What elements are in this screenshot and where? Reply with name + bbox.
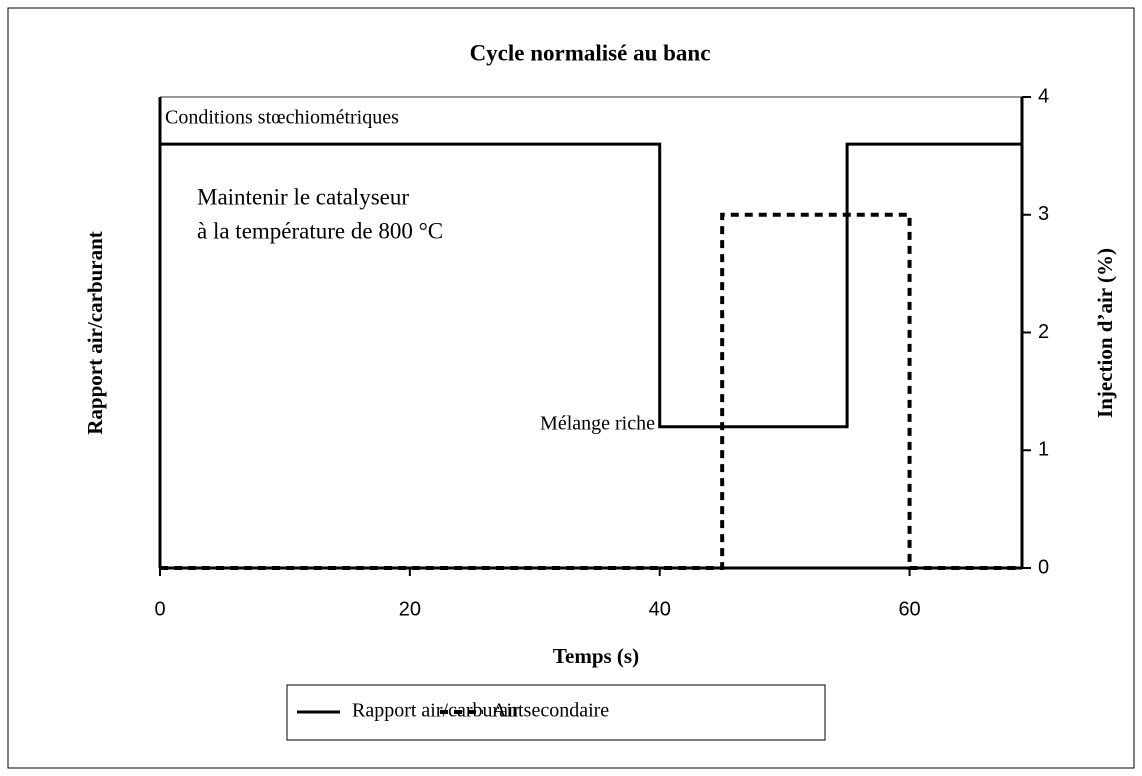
y-axis-label: Rapport air/carburant bbox=[83, 231, 107, 435]
annotation: Mélange riche bbox=[540, 413, 655, 435]
y2-tick-label: 3 bbox=[1038, 203, 1049, 225]
annotation: Conditions stœchiométriques bbox=[165, 107, 399, 129]
x-tick-label: 20 bbox=[399, 598, 421, 620]
x-tick-label: 0 bbox=[154, 598, 165, 620]
annotation: Maintenir le catalyseur bbox=[197, 184, 409, 209]
y2-tick-label: 0 bbox=[1038, 556, 1049, 578]
legend-label: Air secondaire bbox=[492, 700, 609, 722]
annotation: à la température de 800 °C bbox=[197, 218, 443, 243]
legend-box bbox=[286, 684, 826, 741]
y2-axis-label: Injection d’air (%) bbox=[1093, 248, 1117, 418]
y2-tick-label: 2 bbox=[1038, 321, 1049, 343]
y2-tick-label: 1 bbox=[1038, 439, 1049, 461]
outer-border bbox=[7, 7, 1135, 769]
x-axis-label: Temps (s) bbox=[553, 644, 639, 668]
data-line bbox=[160, 142, 1022, 429]
y2-tick-label: 4 bbox=[1038, 85, 1049, 107]
chart-title: Cycle normalisé au banc bbox=[470, 40, 711, 65]
x-tick-label: 40 bbox=[649, 598, 671, 620]
x-tick-label: 60 bbox=[898, 598, 920, 620]
legend-label: Rapport air/carburant bbox=[352, 700, 524, 722]
data-line bbox=[160, 212, 1022, 570]
